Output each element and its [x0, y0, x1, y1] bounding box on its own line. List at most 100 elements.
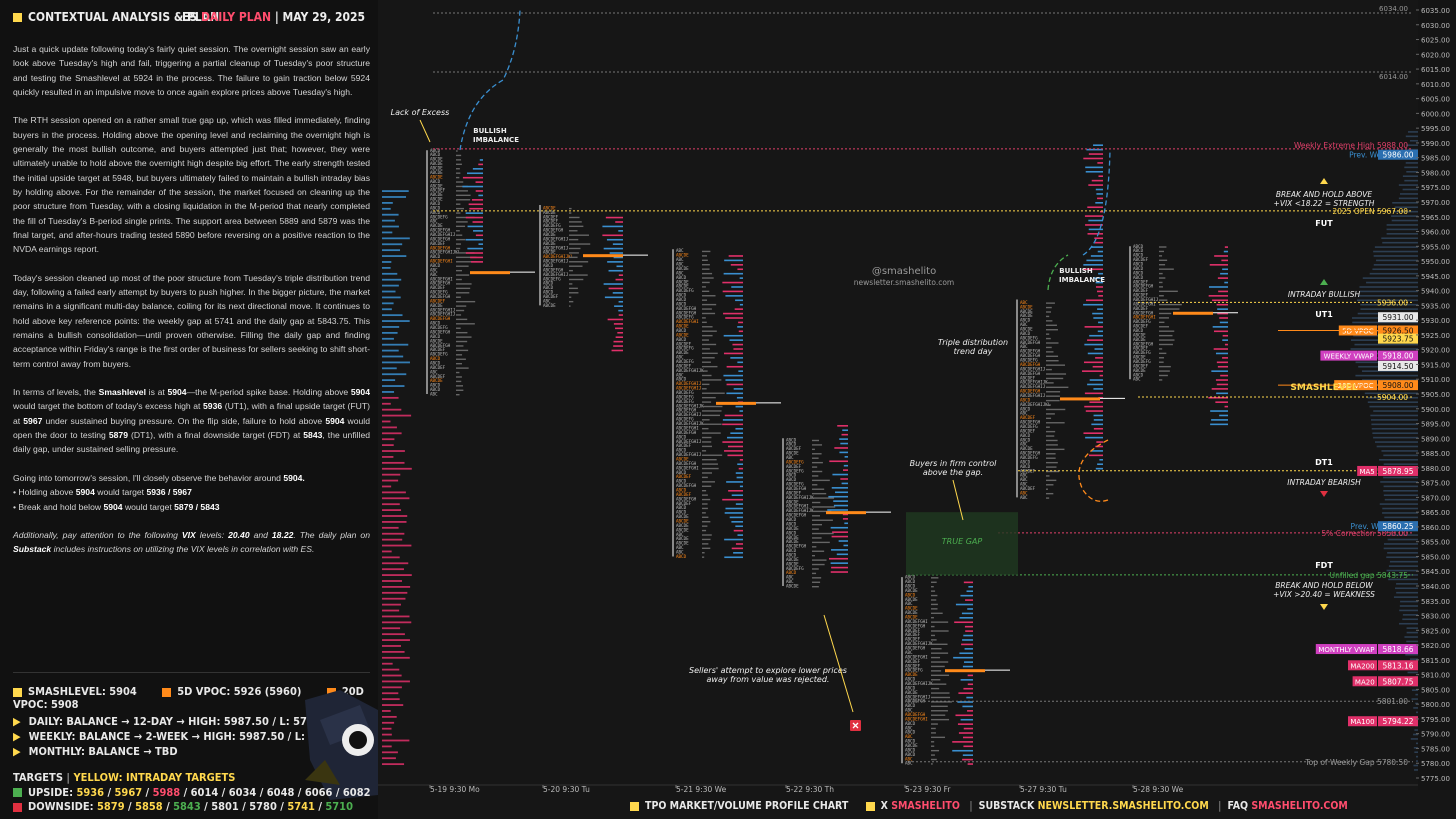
faq-link[interactable]: SMASHELITO.COM	[1251, 800, 1348, 812]
tpo-letters: ABCDEF	[430, 285, 446, 290]
tpo-letters: ABCD	[430, 387, 441, 392]
tpo-shade-bar	[812, 448, 815, 451]
composite-volume-bar	[1404, 636, 1418, 638]
volume-bar	[1212, 299, 1228, 302]
volume-bar	[731, 547, 743, 550]
x-handle-link[interactable]: SMASHELITO	[891, 800, 960, 812]
tpo-letters: ABCDE	[430, 161, 443, 166]
fdt-label: FDT	[1315, 561, 1333, 570]
volume-bar	[730, 357, 743, 359]
composite-volume-bar	[1388, 565, 1418, 567]
composite-volume-bar	[1398, 197, 1418, 200]
lack-of-excess-label: Lack of Excess	[391, 108, 450, 117]
composite-volume-bar	[1373, 255, 1418, 257]
bullish-imbalance-label: BULLISH	[473, 127, 507, 135]
bullish-imbalance-label: BULLISH	[1059, 267, 1093, 275]
tpo-letters: ABCDEF	[1020, 428, 1036, 433]
tpo-letters: ABC	[905, 725, 913, 730]
tpo-shade-bar	[812, 515, 821, 517]
composite-volume-bar	[1370, 419, 1418, 421]
tpo-shade-bar	[456, 269, 462, 272]
left-volume-bar	[382, 739, 410, 742]
intraday-bearish-label: INTRADAY BEARISH	[1287, 478, 1361, 487]
composite-volume-bar	[1402, 614, 1418, 616]
volume-bar	[608, 269, 623, 272]
tpo-shade-bar	[1159, 317, 1169, 319]
tag-5818-badge	[1315, 644, 1377, 655]
volume-bar	[963, 745, 973, 748]
tpo-letters: ABC	[786, 455, 794, 460]
left-volume-bar	[382, 337, 394, 340]
tpo-letters: ABCD	[676, 448, 687, 453]
tpo-shade-bar	[702, 445, 712, 448]
price-axis-bg	[1418, 0, 1456, 790]
volume-bar	[840, 478, 848, 480]
tpo-letters: ABCDEFG	[1133, 319, 1151, 324]
annotations: Lack of ExcessBULLISHIMBALANCEBULLISHIMB…	[391, 9, 1375, 731]
left-volume-bar	[382, 408, 402, 411]
tpo-letters: ABCD	[676, 470, 687, 475]
tpo-shade-bar	[456, 221, 468, 223]
tpo-letters: ABCDE	[543, 205, 556, 210]
tpo-shade-bar	[702, 552, 705, 554]
composite-volume-bar	[1409, 658, 1418, 660]
tpo-shade-bar	[702, 410, 722, 412]
volume-bar	[839, 438, 848, 440]
tpo-shade-bar	[1046, 475, 1050, 477]
volume-bar	[1099, 458, 1103, 461]
volume-bar	[478, 194, 483, 197]
triangle-icon: ▶	[13, 715, 21, 728]
tpo-letters: ABCDEF	[430, 365, 446, 370]
composite-volume-bar	[1361, 370, 1418, 372]
tpo-shade-bar	[569, 292, 579, 294]
tpo-letters: ABC	[676, 270, 684, 275]
price-tick-label: 5955.00	[1421, 243, 1450, 251]
price-tick-label: 6020.00	[1421, 51, 1450, 59]
price-tick-label: 5895.00	[1421, 421, 1450, 429]
volume-bar	[725, 317, 743, 319]
price-tick-label: 5990.00	[1421, 140, 1450, 148]
volume-bar	[726, 481, 743, 483]
tpo-shade-bar	[456, 225, 466, 228]
imbalance-curve	[1047, 254, 1069, 291]
tpo-letters: ABCDEFG	[676, 359, 694, 364]
buyers-control-label: above the gap.	[923, 468, 983, 477]
tpo-letters: ABCDE	[430, 157, 443, 162]
price-tick-label: 5985.00	[1421, 155, 1450, 163]
tpo-letters: ABCDE	[676, 519, 689, 524]
tpo-shade-bar	[456, 371, 460, 374]
volume-bar	[1083, 264, 1103, 266]
substack-link[interactable]: NEWSLETTER.SMASHELITO.COM	[1037, 800, 1209, 812]
composite-volume-bar	[1404, 179, 1418, 182]
price-tick-label: 5820.00	[1421, 642, 1450, 650]
tpo-shade-bar	[1046, 368, 1052, 371]
tpo-shade-bar	[1159, 334, 1173, 337]
tag-5879	[1378, 465, 1418, 476]
tpo-letters: ABCD	[905, 730, 916, 735]
tag-5924-label: 5923.75	[1382, 335, 1413, 344]
volume-bar	[608, 287, 623, 290]
left-volume-bar	[382, 202, 393, 204]
tpo-letters: ABCDEF	[430, 241, 446, 246]
tpo-letters: ABCD	[786, 530, 797, 535]
break-below-label: +VIX >20.40 = WEAKNESS	[1273, 590, 1375, 599]
mascot-graphic	[305, 690, 378, 800]
tpo-shade-bar	[931, 670, 942, 672]
paragraph: Today's session cleaned up most of the p…	[13, 272, 370, 369]
target-value: 5741	[287, 800, 315, 813]
volume-bar	[724, 556, 743, 559]
tpo-shade-bar	[1046, 395, 1060, 397]
tag-5813-badge-label: MA200	[1350, 662, 1374, 670]
volume-bar	[1224, 281, 1228, 284]
tpo-shade-bar	[931, 749, 940, 752]
tpo-letters: ABCD	[905, 685, 916, 690]
tpo-shade-bar	[702, 326, 713, 328]
tpo-shade-bar	[456, 300, 476, 303]
composite-volume-bar	[1386, 224, 1418, 226]
price-tick-label: 5800.00	[1421, 701, 1450, 709]
tpo-letters: ABCDEF	[1133, 346, 1149, 351]
left-volume-bar	[382, 686, 402, 689]
tpo-letters: ABCDEFGH	[905, 623, 926, 628]
volume-bar	[735, 543, 743, 545]
price-tick-label: 5910.00	[1421, 376, 1450, 384]
